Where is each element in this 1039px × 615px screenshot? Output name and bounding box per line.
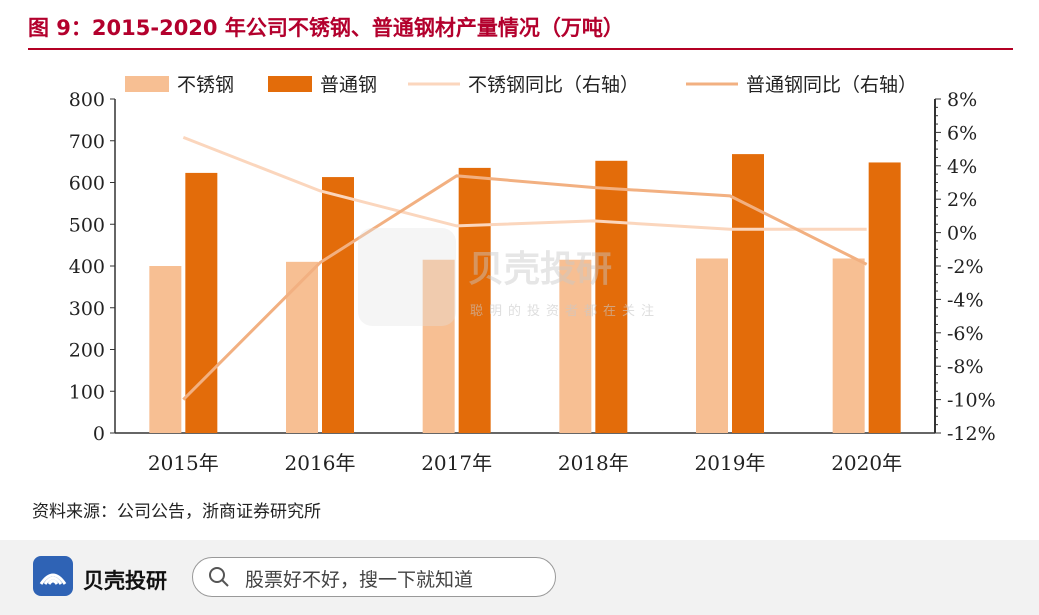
bar-stainless	[422, 259, 455, 433]
bar-ordinary	[458, 167, 491, 433]
bar-ordinary	[595, 160, 628, 433]
right-tick-label: 8%	[947, 89, 977, 111]
left-tick-label: 100	[69, 381, 105, 403]
right-tick-label: 0%	[947, 223, 977, 245]
x-tick-label: 2017年	[421, 451, 492, 475]
watermark-brand: 贝壳投研	[468, 249, 613, 290]
line-stainless-yoy	[182, 136, 867, 231]
legend-swatch	[268, 76, 312, 92]
app-logo-icon[interactable]	[33, 556, 73, 596]
search-placeholder: 股票好不好，搜一下就知道	[245, 569, 474, 591]
right-tick-label: 6%	[947, 122, 977, 144]
bar-stainless	[696, 258, 728, 433]
left-tick-label: 800	[69, 89, 105, 111]
bar-ordinary	[185, 172, 218, 433]
bar-stainless	[559, 259, 592, 433]
left-tick-label: 300	[69, 298, 105, 320]
x-tick-label: 2019年	[695, 451, 766, 475]
bars	[149, 154, 901, 434]
source-note: 资料来源：公司公告，浙商证券研究所	[32, 502, 321, 522]
x-tick-label: 2018年	[558, 451, 629, 475]
legend: 不锈钢 普通钢 不锈钢同比（右轴） 普通钢同比（右轴）	[125, 74, 917, 96]
left-axis: 0 100 200 300 400 500 600 700 800	[69, 89, 935, 445]
yoy-lines	[182, 136, 868, 401]
right-tick-label: -10%	[947, 390, 996, 412]
right-tick-label: 2%	[947, 189, 977, 211]
left-tick-label: 200	[69, 340, 105, 362]
legend-label: 普通钢	[320, 74, 377, 96]
left-tick-label: 500	[69, 214, 105, 236]
right-tick-label: 4%	[947, 156, 977, 178]
left-tick-label: 400	[69, 256, 105, 278]
right-tick-label: -8%	[947, 356, 984, 378]
left-tick-label: 600	[69, 173, 105, 195]
watermark-logo	[358, 228, 456, 326]
right-tick-label: -12%	[947, 423, 996, 445]
bar-ordinary	[322, 177, 354, 433]
x-axis-labels: 2015年 2016年 2017年 2018年 2019年 2020年	[148, 451, 902, 475]
right-tick-label: -4%	[947, 289, 984, 311]
x-tick-label: 2020年	[831, 451, 902, 475]
bar-stainless	[832, 258, 865, 433]
bar-ordinary	[732, 154, 764, 434]
legend-label: 不锈钢同比（右轴）	[468, 74, 639, 96]
legend-label: 不锈钢	[177, 74, 234, 96]
left-tick-label: 0	[93, 423, 105, 445]
right-tick-label: -2%	[947, 256, 984, 278]
right-tick-label: -6%	[947, 323, 984, 345]
bar-stainless	[149, 266, 182, 433]
line-ordinary-yoy	[182, 174, 868, 401]
bar-stainless	[286, 261, 318, 433]
title-divider	[28, 48, 1013, 50]
app-brand: 贝壳投研	[83, 569, 167, 593]
bar-ordinary	[868, 162, 901, 433]
right-axis: -12% -10% -8% -6% -4% -2% 0% 2% 4% 6% 8%	[934, 89, 996, 445]
legend-label: 普通钢同比（右轴）	[746, 74, 917, 96]
chart-title: 图 9：2015-2020 年公司不锈钢、普通钢材产量情况（万吨）	[28, 16, 624, 40]
legend-swatch	[125, 76, 169, 92]
x-tick-label: 2015年	[148, 451, 219, 475]
x-tick-label: 2016年	[285, 451, 356, 475]
watermark-slogan: 聪明的投资者都在关注	[470, 304, 661, 319]
search-icon	[209, 567, 229, 587]
left-tick-label: 700	[69, 131, 105, 153]
search-input[interactable]	[192, 557, 556, 597]
production-chart: 不锈钢 普通钢 不锈钢同比（右轴） 普通钢同比（右轴） 0 100 200 300 400 50…	[69, 74, 996, 475]
